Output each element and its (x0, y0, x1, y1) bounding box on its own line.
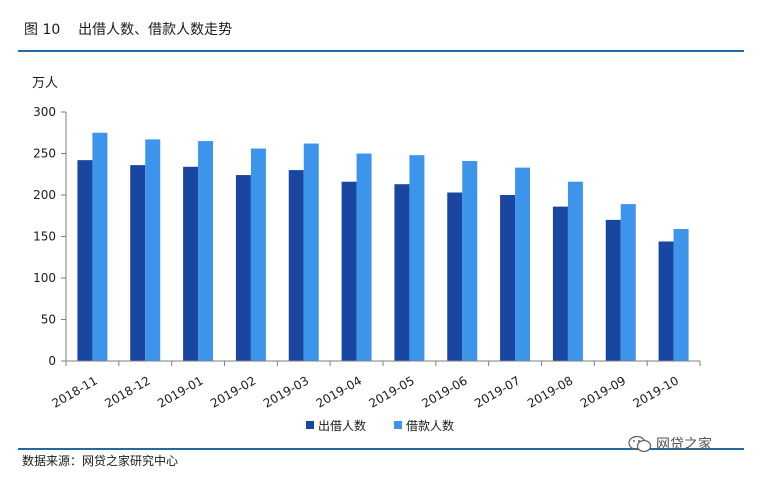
legend: 出借人数 借款人数 (306, 418, 454, 433)
bar-lenders (394, 184, 410, 361)
bar-lenders (77, 160, 93, 361)
bar-borrowers (303, 143, 319, 361)
bar-lenders (658, 241, 674, 361)
bars (77, 132, 689, 361)
bar-borrowers (462, 160, 478, 361)
y-axis: 0 50 100 150 200 250 300 (33, 105, 67, 368)
bar-lenders (500, 195, 516, 361)
y-tick-label: 50 (41, 313, 56, 327)
x-tick-label: 2018-12 (102, 373, 152, 410)
x-tick-label: 2019-06 (419, 373, 469, 410)
bar-lenders (447, 192, 463, 361)
bar-lenders (552, 206, 568, 361)
y-tick-label: 150 (33, 230, 56, 244)
bar-borrowers (409, 155, 425, 361)
bar-lenders (605, 219, 621, 361)
y-tick-label: 100 (33, 271, 56, 285)
x-tick-label: 2019-03 (261, 373, 311, 410)
bar-borrowers (620, 204, 636, 361)
bar-borrowers (673, 229, 689, 361)
bar-borrowers (567, 181, 583, 361)
x-axis: 2018-11 2018-12 2019-01 2019-02 2019-03 2019-… (49, 360, 701, 411)
bar-lenders (288, 170, 304, 361)
title-rule (18, 50, 744, 52)
x-tick-label: 2019-07 (472, 373, 522, 410)
wechat-icon (628, 435, 652, 453)
bar-lenders (183, 166, 199, 361)
watermark-text: 网贷之家 (656, 437, 712, 453)
y-axis-unit: 万人 (32, 76, 59, 91)
source-note: 数据来源：网贷之家研究中心 (22, 454, 179, 468)
bar-borrowers (145, 139, 161, 361)
x-tick-label: 2019-02 (208, 373, 258, 410)
watermark: 网贷之家 (628, 434, 712, 454)
bar-lenders (130, 165, 146, 361)
bar-borrowers (356, 153, 372, 361)
bar-lenders (341, 181, 357, 361)
x-tick-label: 2019-09 (578, 373, 628, 410)
bar-lenders (235, 175, 251, 361)
y-tick-label: 250 (33, 147, 56, 161)
legend-swatch (394, 421, 402, 429)
bottom-rule (18, 448, 744, 450)
bar-borrowers (198, 141, 214, 361)
bar-borrowers (250, 148, 266, 361)
bar-borrowers (92, 132, 108, 361)
legend-label: 借款人数 (406, 418, 454, 433)
y-tick-label: 0 (48, 354, 56, 368)
bar-borrowers (515, 167, 531, 361)
legend-label: 出借人数 (318, 418, 366, 433)
y-tick-label: 300 (33, 105, 56, 119)
figure-title: 图 10 出借人数、借款人数走势 (24, 22, 233, 38)
x-tick-label: 2019-08 (525, 373, 575, 410)
x-tick-label: 2019-01 (155, 373, 205, 410)
legend-swatch (306, 421, 314, 429)
x-tick-label: 2019-10 (631, 373, 681, 410)
x-tick-label: 2018-11 (49, 373, 99, 410)
x-tick-label: 2019-05 (366, 373, 416, 410)
y-tick-label: 200 (33, 188, 56, 202)
x-tick-label: 2019-04 (314, 373, 364, 410)
